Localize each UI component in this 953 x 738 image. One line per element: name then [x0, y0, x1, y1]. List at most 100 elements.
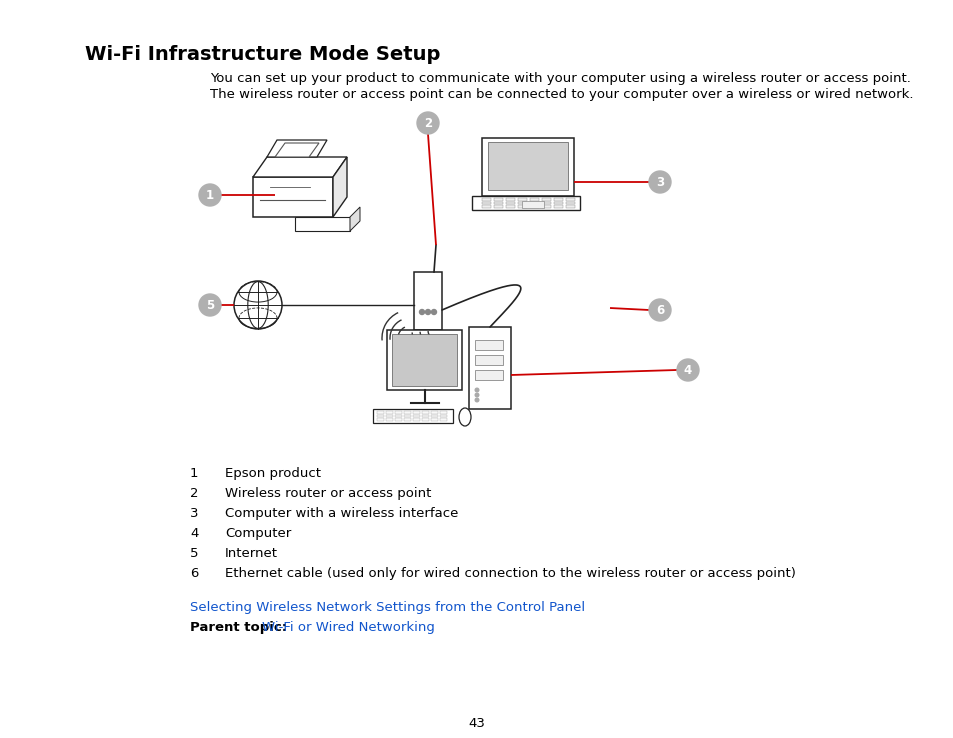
FancyBboxPatch shape — [505, 198, 515, 201]
FancyBboxPatch shape — [431, 418, 437, 421]
FancyBboxPatch shape — [403, 418, 411, 421]
Circle shape — [475, 399, 478, 401]
Circle shape — [416, 112, 438, 134]
FancyBboxPatch shape — [541, 198, 551, 201]
FancyBboxPatch shape — [517, 201, 526, 204]
Polygon shape — [350, 207, 359, 231]
FancyBboxPatch shape — [413, 411, 419, 413]
Circle shape — [677, 359, 699, 381]
FancyBboxPatch shape — [421, 415, 429, 417]
Text: Computer with a wireless interface: Computer with a wireless interface — [225, 507, 457, 520]
Circle shape — [648, 299, 670, 321]
Text: Wi-Fi or Wired Networking: Wi-Fi or Wired Networking — [262, 621, 435, 634]
Polygon shape — [472, 196, 579, 210]
FancyBboxPatch shape — [565, 205, 575, 207]
Text: 5: 5 — [206, 299, 213, 312]
Text: 3: 3 — [656, 176, 663, 189]
Text: 1: 1 — [206, 189, 213, 202]
Text: Computer: Computer — [225, 527, 291, 540]
Text: Ethernet cable (used only for wired connection to the wireless router or access : Ethernet cable (used only for wired conn… — [225, 567, 795, 580]
FancyBboxPatch shape — [403, 415, 411, 417]
FancyBboxPatch shape — [376, 411, 384, 413]
FancyBboxPatch shape — [530, 205, 538, 207]
FancyBboxPatch shape — [395, 418, 401, 421]
FancyBboxPatch shape — [373, 409, 453, 423]
FancyBboxPatch shape — [517, 205, 526, 207]
Circle shape — [475, 393, 478, 397]
FancyBboxPatch shape — [494, 198, 502, 201]
Ellipse shape — [458, 408, 471, 426]
Text: 5: 5 — [190, 547, 198, 560]
Circle shape — [475, 388, 478, 392]
Polygon shape — [267, 140, 327, 157]
Circle shape — [419, 309, 424, 314]
FancyBboxPatch shape — [376, 418, 384, 421]
FancyBboxPatch shape — [413, 415, 419, 417]
FancyBboxPatch shape — [530, 198, 538, 201]
FancyBboxPatch shape — [392, 334, 456, 386]
FancyBboxPatch shape — [565, 198, 575, 201]
Polygon shape — [274, 143, 318, 157]
FancyBboxPatch shape — [403, 411, 411, 413]
Circle shape — [233, 281, 282, 329]
Text: 2: 2 — [190, 487, 198, 500]
Text: Selecting Wireless Network Settings from the Control Panel: Selecting Wireless Network Settings from… — [190, 601, 584, 614]
FancyBboxPatch shape — [521, 201, 543, 208]
FancyBboxPatch shape — [481, 138, 574, 196]
FancyBboxPatch shape — [475, 355, 502, 365]
Circle shape — [431, 309, 436, 314]
FancyBboxPatch shape — [376, 415, 384, 417]
FancyBboxPatch shape — [395, 415, 401, 417]
FancyBboxPatch shape — [421, 411, 429, 413]
Text: Parent topic:: Parent topic: — [190, 621, 287, 634]
Text: Epson product: Epson product — [225, 467, 320, 480]
Text: 2: 2 — [423, 117, 432, 130]
FancyBboxPatch shape — [517, 198, 526, 201]
FancyBboxPatch shape — [475, 370, 502, 380]
FancyBboxPatch shape — [494, 201, 502, 204]
FancyBboxPatch shape — [386, 418, 393, 421]
FancyBboxPatch shape — [386, 415, 393, 417]
FancyBboxPatch shape — [505, 201, 515, 204]
Polygon shape — [333, 157, 347, 217]
FancyBboxPatch shape — [439, 411, 447, 413]
Text: 6: 6 — [655, 304, 663, 317]
Text: Wi-Fi Infrastructure Mode Setup: Wi-Fi Infrastructure Mode Setup — [85, 45, 440, 64]
Text: You can set up your product to communicate with your computer using a wireless r: You can set up your product to communica… — [210, 72, 910, 85]
Text: 3: 3 — [190, 507, 198, 520]
Text: 43: 43 — [468, 717, 485, 730]
FancyBboxPatch shape — [294, 217, 350, 231]
FancyBboxPatch shape — [554, 205, 562, 207]
Text: 6: 6 — [190, 567, 198, 580]
FancyBboxPatch shape — [488, 142, 567, 190]
FancyBboxPatch shape — [387, 330, 461, 390]
Circle shape — [425, 309, 430, 314]
Polygon shape — [253, 157, 347, 177]
FancyBboxPatch shape — [431, 411, 437, 413]
FancyBboxPatch shape — [565, 201, 575, 204]
FancyBboxPatch shape — [253, 177, 333, 217]
FancyBboxPatch shape — [554, 201, 562, 204]
FancyBboxPatch shape — [481, 205, 491, 207]
Circle shape — [199, 184, 221, 206]
FancyBboxPatch shape — [505, 205, 515, 207]
FancyBboxPatch shape — [414, 272, 441, 330]
Text: Wireless router or access point: Wireless router or access point — [225, 487, 431, 500]
FancyBboxPatch shape — [554, 198, 562, 201]
FancyBboxPatch shape — [530, 201, 538, 204]
FancyBboxPatch shape — [431, 415, 437, 417]
FancyBboxPatch shape — [541, 205, 551, 207]
FancyBboxPatch shape — [386, 411, 393, 413]
Text: 1: 1 — [190, 467, 198, 480]
FancyBboxPatch shape — [395, 411, 401, 413]
FancyBboxPatch shape — [481, 201, 491, 204]
FancyBboxPatch shape — [439, 415, 447, 417]
Circle shape — [648, 171, 670, 193]
FancyBboxPatch shape — [494, 205, 502, 207]
Text: 4: 4 — [190, 527, 198, 540]
FancyBboxPatch shape — [481, 198, 491, 201]
FancyBboxPatch shape — [421, 418, 429, 421]
FancyBboxPatch shape — [475, 340, 502, 350]
FancyBboxPatch shape — [541, 201, 551, 204]
Circle shape — [199, 294, 221, 316]
